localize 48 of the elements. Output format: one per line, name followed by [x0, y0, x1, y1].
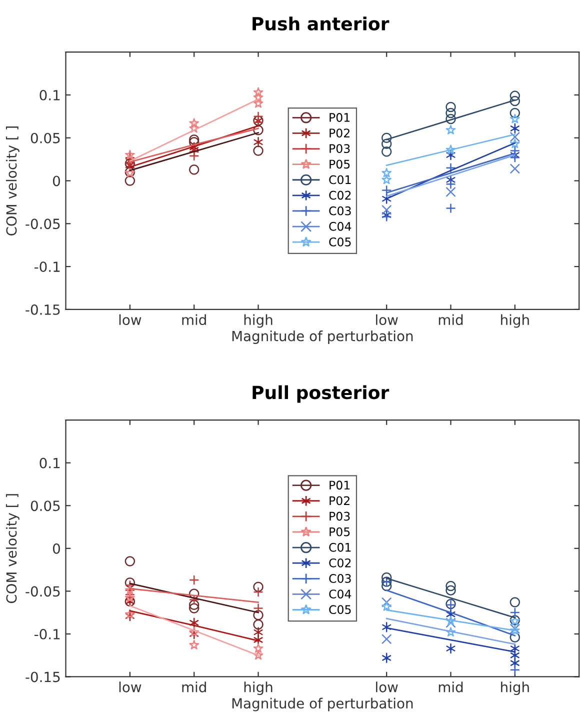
x-axis-title: Magnitude of perturbation	[232, 330, 413, 344]
legend-label: C04	[329, 222, 352, 231]
y-tick-label: -0.1	[34, 628, 60, 640]
x-tick-label: mid	[438, 314, 463, 326]
y-tick-label: 0.05	[30, 132, 60, 144]
legend-label: P02	[330, 128, 350, 138]
x-tick-label: low	[376, 682, 398, 692]
x-axis-title: Magnitude of perturbation	[232, 698, 413, 712]
y-tick-label: 0	[52, 543, 60, 554]
legend-label: C01	[329, 542, 351, 552]
legend-label: P01	[330, 113, 350, 122]
x-tick-label: mid	[182, 682, 206, 692]
x-tick-label: high	[244, 314, 272, 328]
y-tick-label: 0.1	[40, 458, 60, 468]
x-tick-label: high	[501, 682, 529, 696]
legend-label: P02	[330, 496, 350, 506]
y-tick-label: 0	[52, 176, 60, 186]
y-tick-label: -0.05	[26, 218, 60, 230]
legend-label: C04	[329, 590, 352, 598]
y-tick-label: 0.1	[40, 90, 60, 100]
y-tick-label: 0.05	[30, 500, 60, 512]
y-tick-label: -0.15	[26, 304, 60, 315]
chart-title: Push anterior	[252, 16, 390, 31]
x-tick-label: mid	[438, 682, 463, 692]
y-tick-label: -0.1	[34, 262, 60, 272]
x-tick-label: mid	[182, 314, 206, 326]
x-tick-label: high	[244, 682, 272, 696]
legend-label: C02	[329, 558, 351, 568]
x-tick-label: low	[119, 314, 142, 326]
legend-label: C05	[329, 605, 351, 614]
legend-label: C03	[329, 574, 351, 583]
chart-title: Pull posterior	[252, 385, 390, 403]
legend-label: P05	[330, 527, 350, 536]
y-axis-title: COM velocity [ ]	[6, 126, 20, 236]
x-tick-label: low	[376, 314, 398, 326]
legend-label: C02	[329, 190, 351, 200]
y-axis-title: COM velocity [ ]	[6, 494, 20, 604]
legend-label: C05	[329, 237, 351, 246]
x-tick-label: low	[119, 682, 142, 692]
legend-label: P01	[330, 480, 350, 490]
legend-label: P05	[330, 160, 350, 169]
y-tick-label: -0.05	[26, 586, 60, 597]
legend-label: P03	[330, 512, 350, 521]
legend-label: P03	[330, 144, 350, 154]
legend-label: C03	[329, 206, 351, 216]
x-tick-label: high	[501, 314, 529, 328]
legend-label: C01	[329, 175, 351, 184]
y-tick-label: -0.15	[26, 672, 60, 682]
